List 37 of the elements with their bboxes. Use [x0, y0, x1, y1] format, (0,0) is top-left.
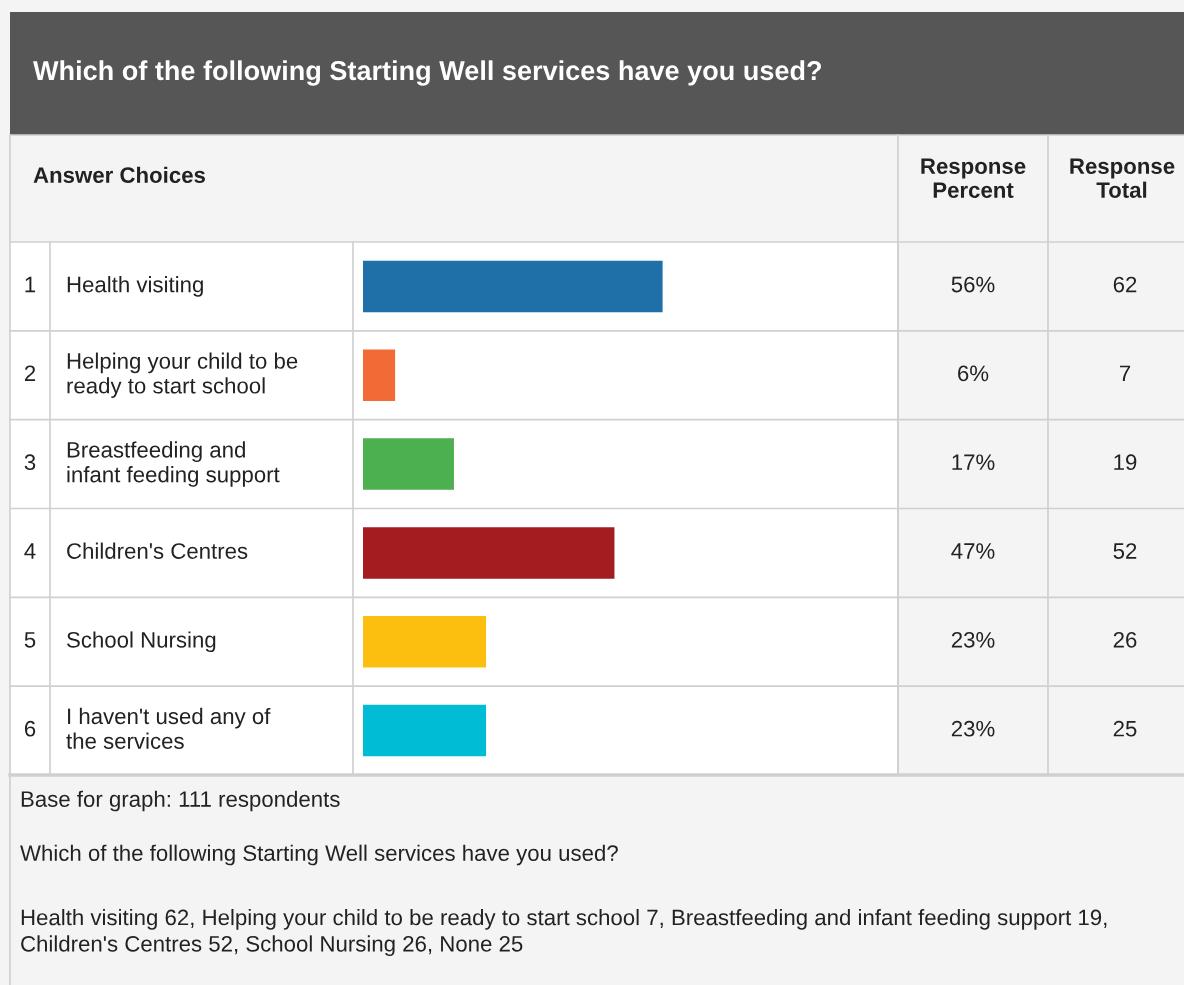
bar: [363, 438, 454, 490]
text: Base for graph: 111 respondents: [21, 790, 340, 812]
data-label: 56%: [951, 276, 995, 293]
data-label: 23%: [951, 631, 995, 648]
y-tick-label: Health visiting: [67, 276, 203, 297]
text: 7: [1119, 365, 1131, 381]
bar: [363, 349, 396, 402]
data-label: 6%: [958, 365, 989, 382]
y-tick-label: Helping your child to be ready to start school: [67, 352, 298, 398]
text: 25: [1113, 720, 1137, 737]
text: Response Percent: [921, 158, 1026, 198]
y-tick-label: Breastfeeding and infant feeding support: [67, 441, 280, 487]
y-tick-label: School Nursing: [67, 631, 216, 653]
chart-title: Which of the following Starting Well services have you used?: [33, 60, 822, 86]
bar: [363, 260, 663, 313]
text: 1: [25, 276, 36, 293]
data-label: 17%: [952, 454, 995, 470]
bar: [363, 704, 487, 757]
text: 62: [1113, 276, 1137, 293]
data-label: 23%: [951, 720, 995, 737]
text: 52: [1113, 543, 1137, 559]
bar: [363, 527, 615, 579]
y-tick-label: I haven't used any of the services: [66, 707, 271, 749]
text: Health visiting 62, Helping your child to be ready to start school 7, Breastfeeding and infant feeding support 19, Children's Centres 52, School Nursing 26, None 25: [21, 909, 1107, 957]
y-tick-label: Children's Centres: [67, 542, 248, 559]
bar: [363, 615, 487, 668]
text: 6: [24, 720, 36, 737]
text: 5: [24, 632, 36, 648]
text: 4: [24, 543, 36, 559]
data-label: 47%: [951, 543, 995, 559]
text: 19: [1114, 454, 1137, 471]
text: 26: [1113, 631, 1137, 648]
text: 3: [24, 454, 36, 471]
text: Which of the following Starting Well services have you used?: [20, 844, 618, 866]
text: Answer Choices: [33, 166, 205, 183]
text: 2: [24, 365, 36, 381]
text: Response Total: [1070, 158, 1175, 198]
